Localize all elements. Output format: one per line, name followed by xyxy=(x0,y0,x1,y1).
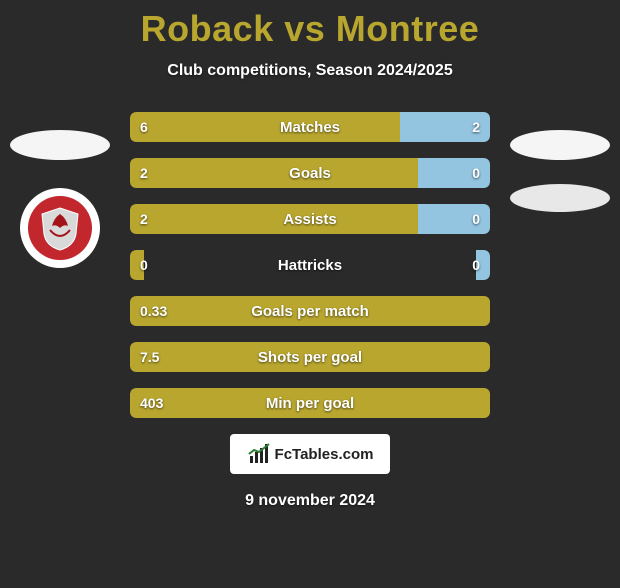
crest-icon xyxy=(36,204,84,252)
footer-brand-text: FcTables.com xyxy=(275,446,374,463)
bar-row: Min per goal403 xyxy=(130,388,490,418)
bar-left-fill xyxy=(130,250,144,280)
club-left-crest xyxy=(28,196,92,260)
page-title: Roback vs Montree xyxy=(0,8,620,50)
vs-text: vs xyxy=(284,8,325,49)
bar-left-fill xyxy=(130,204,418,234)
player-left-name: Roback xyxy=(141,8,274,49)
player-right-avatar xyxy=(510,130,610,160)
footer-brand-logo: FcTables.com xyxy=(230,434,390,474)
chart-icon xyxy=(247,442,271,466)
club-right-badge xyxy=(510,184,610,212)
player-right-name: Montree xyxy=(336,8,480,49)
bar-row: Matches62 xyxy=(130,112,490,142)
bar-right-fill xyxy=(476,250,490,280)
club-left-badge xyxy=(20,188,100,268)
bar-right-fill xyxy=(400,112,490,142)
player-left-avatar xyxy=(10,130,110,160)
date-text: 9 november 2024 xyxy=(0,492,620,510)
bar-row: Goals20 xyxy=(130,158,490,188)
comparison-bars: Matches62 Goals20 Assists20 Hattricks00 Goal… xyxy=(130,112,490,418)
bar-left-fill xyxy=(130,112,400,142)
bar-row: Assists20 xyxy=(130,204,490,234)
bar-right-fill xyxy=(418,204,490,234)
bar-row: Shots per goal7.5 xyxy=(130,342,490,372)
subtitle: Club competitions, Season 2024/2025 xyxy=(0,62,620,80)
bar-left-fill xyxy=(130,296,490,326)
bar-row: Goals per match0.33 xyxy=(130,296,490,326)
bar-right-fill xyxy=(418,158,490,188)
bar-left-fill xyxy=(130,158,418,188)
bar-left-fill xyxy=(130,388,490,418)
bar-left-fill xyxy=(130,342,490,372)
bar-row: Hattricks00 xyxy=(130,250,490,280)
bar-label: Hattricks xyxy=(130,250,490,280)
